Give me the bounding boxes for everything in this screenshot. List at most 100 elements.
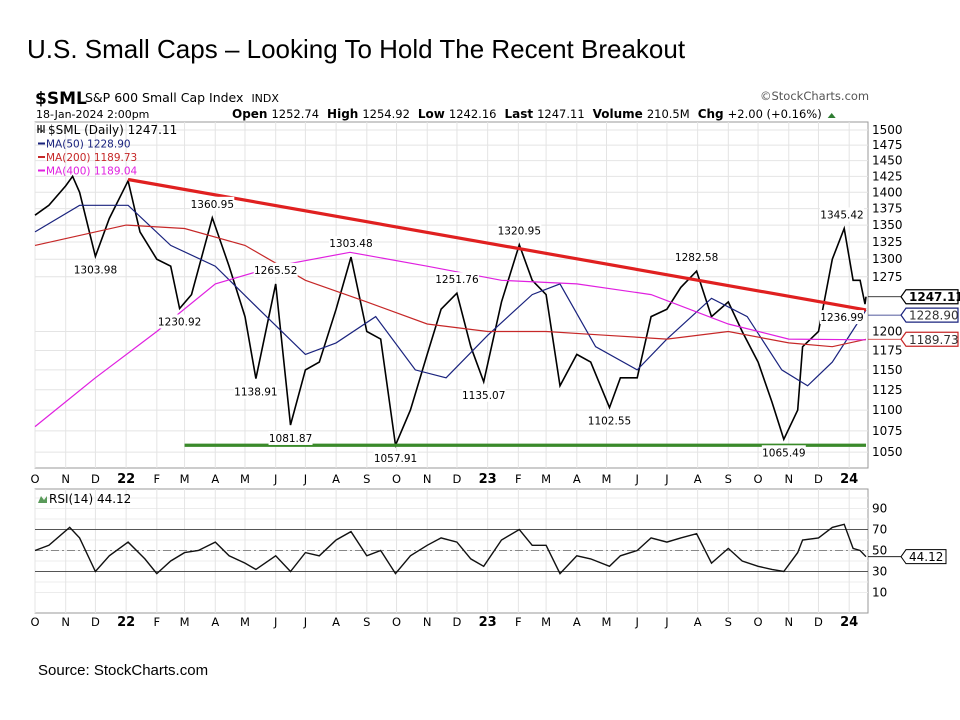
rsi-x-tick-label: J [303,615,307,629]
resistance-trendline [127,177,867,312]
y-tick-label: 1125 [872,383,903,397]
y-tick-label: 1350 [872,218,903,232]
annotation-label: 1303.48 [329,238,372,250]
rsi-x-tick-label: N [61,615,70,629]
x-tick-label: F [515,472,522,486]
y-tick-label: 1425 [872,169,903,183]
x-tick-label: A [694,472,702,486]
quote-label-open: Open [232,107,267,121]
x-tick-label: J [273,472,277,486]
quote-label-last: Last [504,107,533,121]
rsi-x-tick-label: M [180,615,190,629]
rsi-x-tick-label: D [814,615,823,629]
y-tick-label: 1475 [872,138,903,152]
rsi-y-tick-label: 10 [872,586,887,600]
rsi-x-tick-label: M [602,615,612,629]
annotation-box [497,223,542,238]
y-tick-label: 1050 [872,445,903,459]
value-tag [900,289,959,305]
value-tag [900,307,959,323]
rsi-x-tick-label: M [240,615,250,629]
quote-value-open: 1252.74 [271,107,319,121]
page-title: U.S. Small Caps – Looking To Hold The Re… [27,34,686,64]
value-tag-label: 1228.90 [909,309,959,323]
rsi-x-tick-label: A [573,615,581,629]
annotation-label: 1102.55 [588,416,631,428]
rsi-x-tick-label: A [332,615,340,629]
quote-label-high: High [327,107,358,121]
rsi-x-tick-label: D [453,615,462,629]
annotation-label: 1345.42 [820,209,863,221]
rsi-x-tick-label: S [363,615,370,629]
rsi-x-tick-label: J [273,615,277,629]
bar-chart-icon [37,125,45,133]
y-tick-label: 1375 [872,202,903,216]
quote-label-chg: Chg [698,107,724,121]
annotation-label: 1265.52 [254,265,297,277]
datetime: 18-Jan-2024 2:00pm [36,108,149,121]
x-tick-label: 22 [117,472,135,487]
y-tick-label: 1450 [872,154,903,168]
y-tick-label: 1275 [872,270,903,284]
rsi-panel: O N D 22 F M A M J J A S O N D 23 F M A M J J A S O N D 24 90 70 50 30 1… [30,488,947,630]
y-tick-label: 1075 [872,424,903,438]
rsi-y-tick-label: 90 [872,502,887,516]
legend-entry: MA(50) 1228.90 [46,139,131,151]
rsi-x-tick-label: A [211,615,219,629]
rsi-x-tick-label: A [694,615,702,629]
annotation-label: 1081.87 [269,433,312,445]
annotation-box [434,272,479,287]
quote-value-high: 1254.92 [362,107,410,121]
index-name: S&P 600 Small Cap Index [85,90,243,105]
rsi-value-tag [900,549,947,565]
x-tick-label: D [814,472,823,486]
x-tick-label: D [91,472,100,486]
up-arrow-icon [827,113,836,118]
y-tick-label: 1325 [872,235,903,249]
x-tick-label: 24 [840,472,858,487]
legend-entry: MA(200) 1189.73 [46,152,137,164]
rsi-x-tick-label: D [91,615,100,629]
symbol: $SML [35,89,87,109]
x-tick-label: N [784,472,793,486]
annotation-label: 1320.95 [498,226,541,238]
ma-line-ma200 [34,224,867,348]
y-tick-label: 1100 [872,403,903,417]
rsi-y-tick-label: 30 [872,565,887,579]
annotation-box [253,262,298,277]
y-tick-label: 1300 [872,252,903,266]
x-tick-label: N [423,472,432,486]
rsi-x-tick-label: O [754,615,763,629]
rsi-line [34,523,867,575]
x-tick-label: F [154,472,161,486]
x-tick-label: M [541,472,551,486]
y-tick-label: 1200 [872,324,903,338]
annotation-box [820,310,864,325]
rsi-x-tick-label: O [30,615,39,629]
quote-bar: Open 1252.74 High 1254.92 Low 1242.16 Last 1247… [232,107,836,121]
price-line [34,174,867,449]
x-tick-label: O [30,472,39,486]
annotation-box [268,430,313,445]
rsi-y-tick-label: 50 [872,544,887,558]
ma-line-ma50 [34,204,867,387]
rsi-chart-icon [38,496,47,503]
x-tick-label: A [332,472,340,486]
y-tick-label: 1175 [872,344,903,358]
x-tick-label: J [303,472,307,486]
quote-label-volume: Volume [593,107,643,121]
x-tick-label: A [573,472,581,486]
rsi-x-tick-label: J [635,615,639,629]
rsi-x-tick-label: 24 [840,615,858,630]
annotation-box [190,196,235,211]
x-tick-label: S [725,472,732,486]
quote-value-last: 1247.11 [537,107,585,121]
x-tick-label: J [664,472,668,486]
annotation-box [328,236,373,251]
value-tag-label: 1189.73 [909,333,959,347]
annotation-box [373,451,418,466]
x-tick-label: O [754,472,763,486]
annotation-label: 1360.95 [191,199,234,211]
rsi-x-tick-label: S [725,615,732,629]
